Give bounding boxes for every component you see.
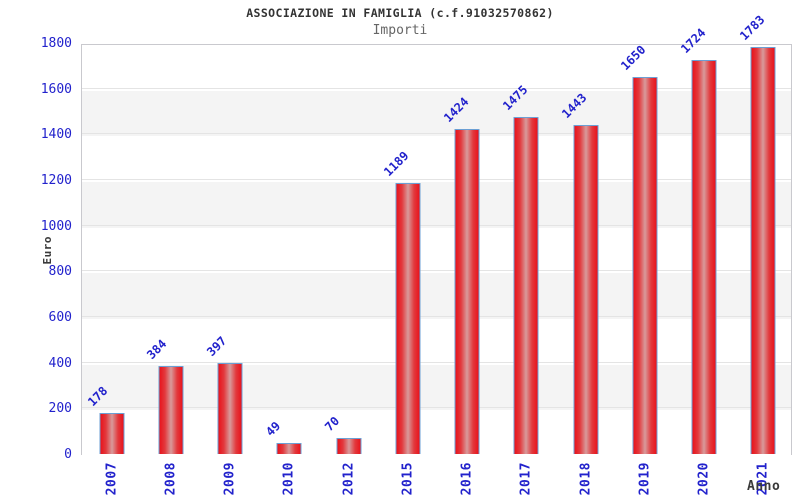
bar-slot: 397 2009 (201, 45, 260, 495)
y-tick-label: 600 (48, 310, 72, 325)
gridline (82, 316, 791, 317)
y-axis-title: Euro (41, 236, 54, 265)
gridline (82, 407, 791, 409)
x-tick-label: 2017 (518, 462, 534, 496)
bar-slot: 1783 2021 (734, 13, 793, 495)
grid-band (82, 273, 791, 319)
bar-value-label: 397 (203, 334, 229, 360)
bar-2020 (691, 60, 717, 454)
y-tick-label: 1000 (40, 218, 72, 234)
bar-2021 (750, 46, 776, 454)
x-tick-label: 2020 (696, 462, 712, 496)
gridline (82, 270, 791, 272)
x-tick-label: 2019 (637, 462, 653, 496)
bar-2008 (158, 366, 184, 454)
y-tick-label: 1600 (40, 81, 72, 97)
grid-band (82, 364, 791, 411)
x-tick-label: 2015 (400, 462, 416, 496)
x-tick-label: 2008 (163, 462, 179, 496)
bar-slot: 1650 2019 (615, 42, 674, 495)
bar-slot: 1475 2017 (497, 45, 556, 495)
bar-value-label: 1189 (381, 148, 412, 179)
bar-value-label: 178 (85, 384, 111, 410)
chart-subtitle: Importi (372, 23, 428, 38)
grid-band (82, 410, 791, 456)
bar-2018 (573, 124, 599, 454)
gridline (82, 361, 791, 363)
grid-band (82, 136, 791, 182)
gridline (82, 87, 791, 89)
bar-value-label: 1650 (618, 42, 649, 74)
y-tick-label: 800 (48, 264, 72, 280)
x-tick-label: 2010 (281, 462, 297, 496)
bar-2012 (336, 438, 362, 454)
bar-value-label: 1443 (559, 90, 590, 121)
x-tick-label: 2007 (104, 462, 120, 496)
grid-band (82, 227, 791, 274)
bar-2017 (513, 117, 539, 454)
bar-value-label: 49 (262, 418, 283, 439)
y-tick-label: 400 (48, 355, 72, 371)
bar-slot: 1189 2015 (378, 45, 437, 495)
bar-2010 (276, 442, 302, 454)
y-tick-label: 1800 (40, 36, 72, 51)
bar-2015 (395, 182, 421, 454)
bar-slot: 1424 2016 (438, 45, 497, 495)
bar-value-label: 70 (322, 413, 343, 435)
y-tick-label: 0 (64, 447, 72, 462)
bar-slot: 384 2008 (141, 45, 200, 495)
bar-slot: 1724 2020 (675, 26, 734, 495)
chart-title: ASSOCIAZIONE IN FAMIGLIA (c.f.9103257086… (246, 6, 554, 20)
x-tick-label: 2012 (341, 462, 357, 496)
grid-band (82, 182, 791, 228)
bar-value-label: 1424 (440, 94, 471, 125)
gridline (82, 133, 791, 135)
bar-value-label: 384 (144, 337, 170, 363)
gridline (82, 224, 791, 226)
bar-2019 (632, 77, 658, 454)
x-tick-label: 2018 (578, 462, 594, 496)
grid-band (82, 45, 791, 91)
gridline (82, 179, 791, 180)
x-tick-label: 2009 (222, 462, 238, 496)
y-tick-label: 1200 (40, 173, 72, 188)
x-axis-title: Anno (747, 479, 781, 494)
x-tick-label: 2016 (459, 462, 475, 496)
bar-2009 (217, 363, 243, 454)
bar-slot: 178 2007 (82, 45, 141, 495)
bar-value-label: 1475 (499, 82, 531, 114)
y-tick-label: 200 (48, 401, 72, 417)
bar-2016 (454, 128, 480, 454)
bar-slot: 49 2010 (260, 45, 319, 495)
grid-band (82, 90, 791, 137)
bar-2007 (99, 413, 125, 454)
y-tick-label: 1400 (40, 127, 72, 143)
bar-slot: 70 2012 (319, 45, 378, 495)
bar-slot: 1443 2018 (556, 45, 615, 495)
grid-band (82, 319, 791, 365)
plot-area: 178 2007 384 2008 397 2009 49 2010 70 2012 1189 201… (81, 13, 793, 495)
